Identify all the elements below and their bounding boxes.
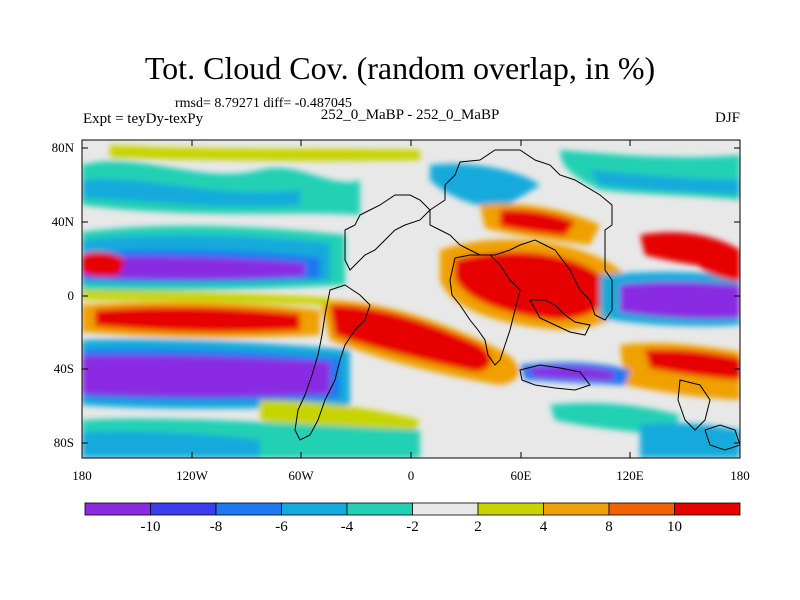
colorbar-tick-label: 4 bbox=[539, 519, 548, 535]
colorbar-tick-label: -6 bbox=[275, 519, 288, 535]
stats-label: rmsd= 8.79271 diff= -0.487045 bbox=[175, 96, 352, 111]
x-tick-label: 60W bbox=[288, 468, 314, 483]
x-tick-label: 120W bbox=[176, 468, 208, 483]
y-tick-label: 0 bbox=[67, 288, 75, 303]
x-tick-label: 180 bbox=[72, 468, 92, 483]
colorbar-tick-label: 10 bbox=[667, 519, 682, 535]
colorbar-swatch bbox=[674, 502, 741, 516]
cloud-field bbox=[82, 140, 740, 458]
experiment-label: Expt = teyDy-texPy bbox=[83, 111, 204, 127]
colorbar-swatch bbox=[150, 502, 217, 516]
axis-ticks bbox=[82, 140, 740, 458]
colorbar-swatch bbox=[281, 502, 348, 516]
colorbar-swatch bbox=[608, 502, 675, 516]
colorbar-swatch bbox=[215, 502, 282, 516]
colorbar bbox=[84, 502, 741, 516]
x-tick-label: 180 bbox=[730, 468, 750, 483]
runs-label: 252_0_MaBP - 252_0_MaBP bbox=[320, 107, 500, 123]
x-tick-label: 60E bbox=[510, 468, 532, 483]
colorbar-swatch bbox=[412, 502, 479, 516]
map-title: Tot. Cloud Cov. (random overlap, in %) bbox=[144, 50, 656, 86]
colorbar-tick-label: -2 bbox=[406, 519, 419, 535]
colorbar-tick-label: -4 bbox=[340, 519, 354, 535]
y-tick-label: 80N bbox=[51, 140, 74, 155]
colorbar-swatch bbox=[84, 502, 151, 516]
coastline bbox=[294, 149, 740, 451]
y-tick-label: 40N bbox=[51, 214, 74, 229]
colorbar-tick-label: -8 bbox=[209, 519, 223, 535]
season-label: DJF bbox=[714, 110, 740, 126]
colorbar-swatch bbox=[346, 502, 413, 516]
x-tick-label: 0 bbox=[407, 468, 415, 483]
colorbar-tick-label: 8 bbox=[605, 519, 613, 535]
colorbar-tick-label: 2 bbox=[474, 519, 482, 535]
colorbar-tick-label: -10 bbox=[140, 519, 161, 535]
colorbar-swatch bbox=[543, 502, 610, 516]
y-tick-label: 80S bbox=[53, 435, 74, 450]
y-tick-label: 40S bbox=[53, 361, 74, 376]
x-tick-label: 120E bbox=[616, 468, 644, 483]
colorbar-swatch bbox=[477, 502, 544, 516]
